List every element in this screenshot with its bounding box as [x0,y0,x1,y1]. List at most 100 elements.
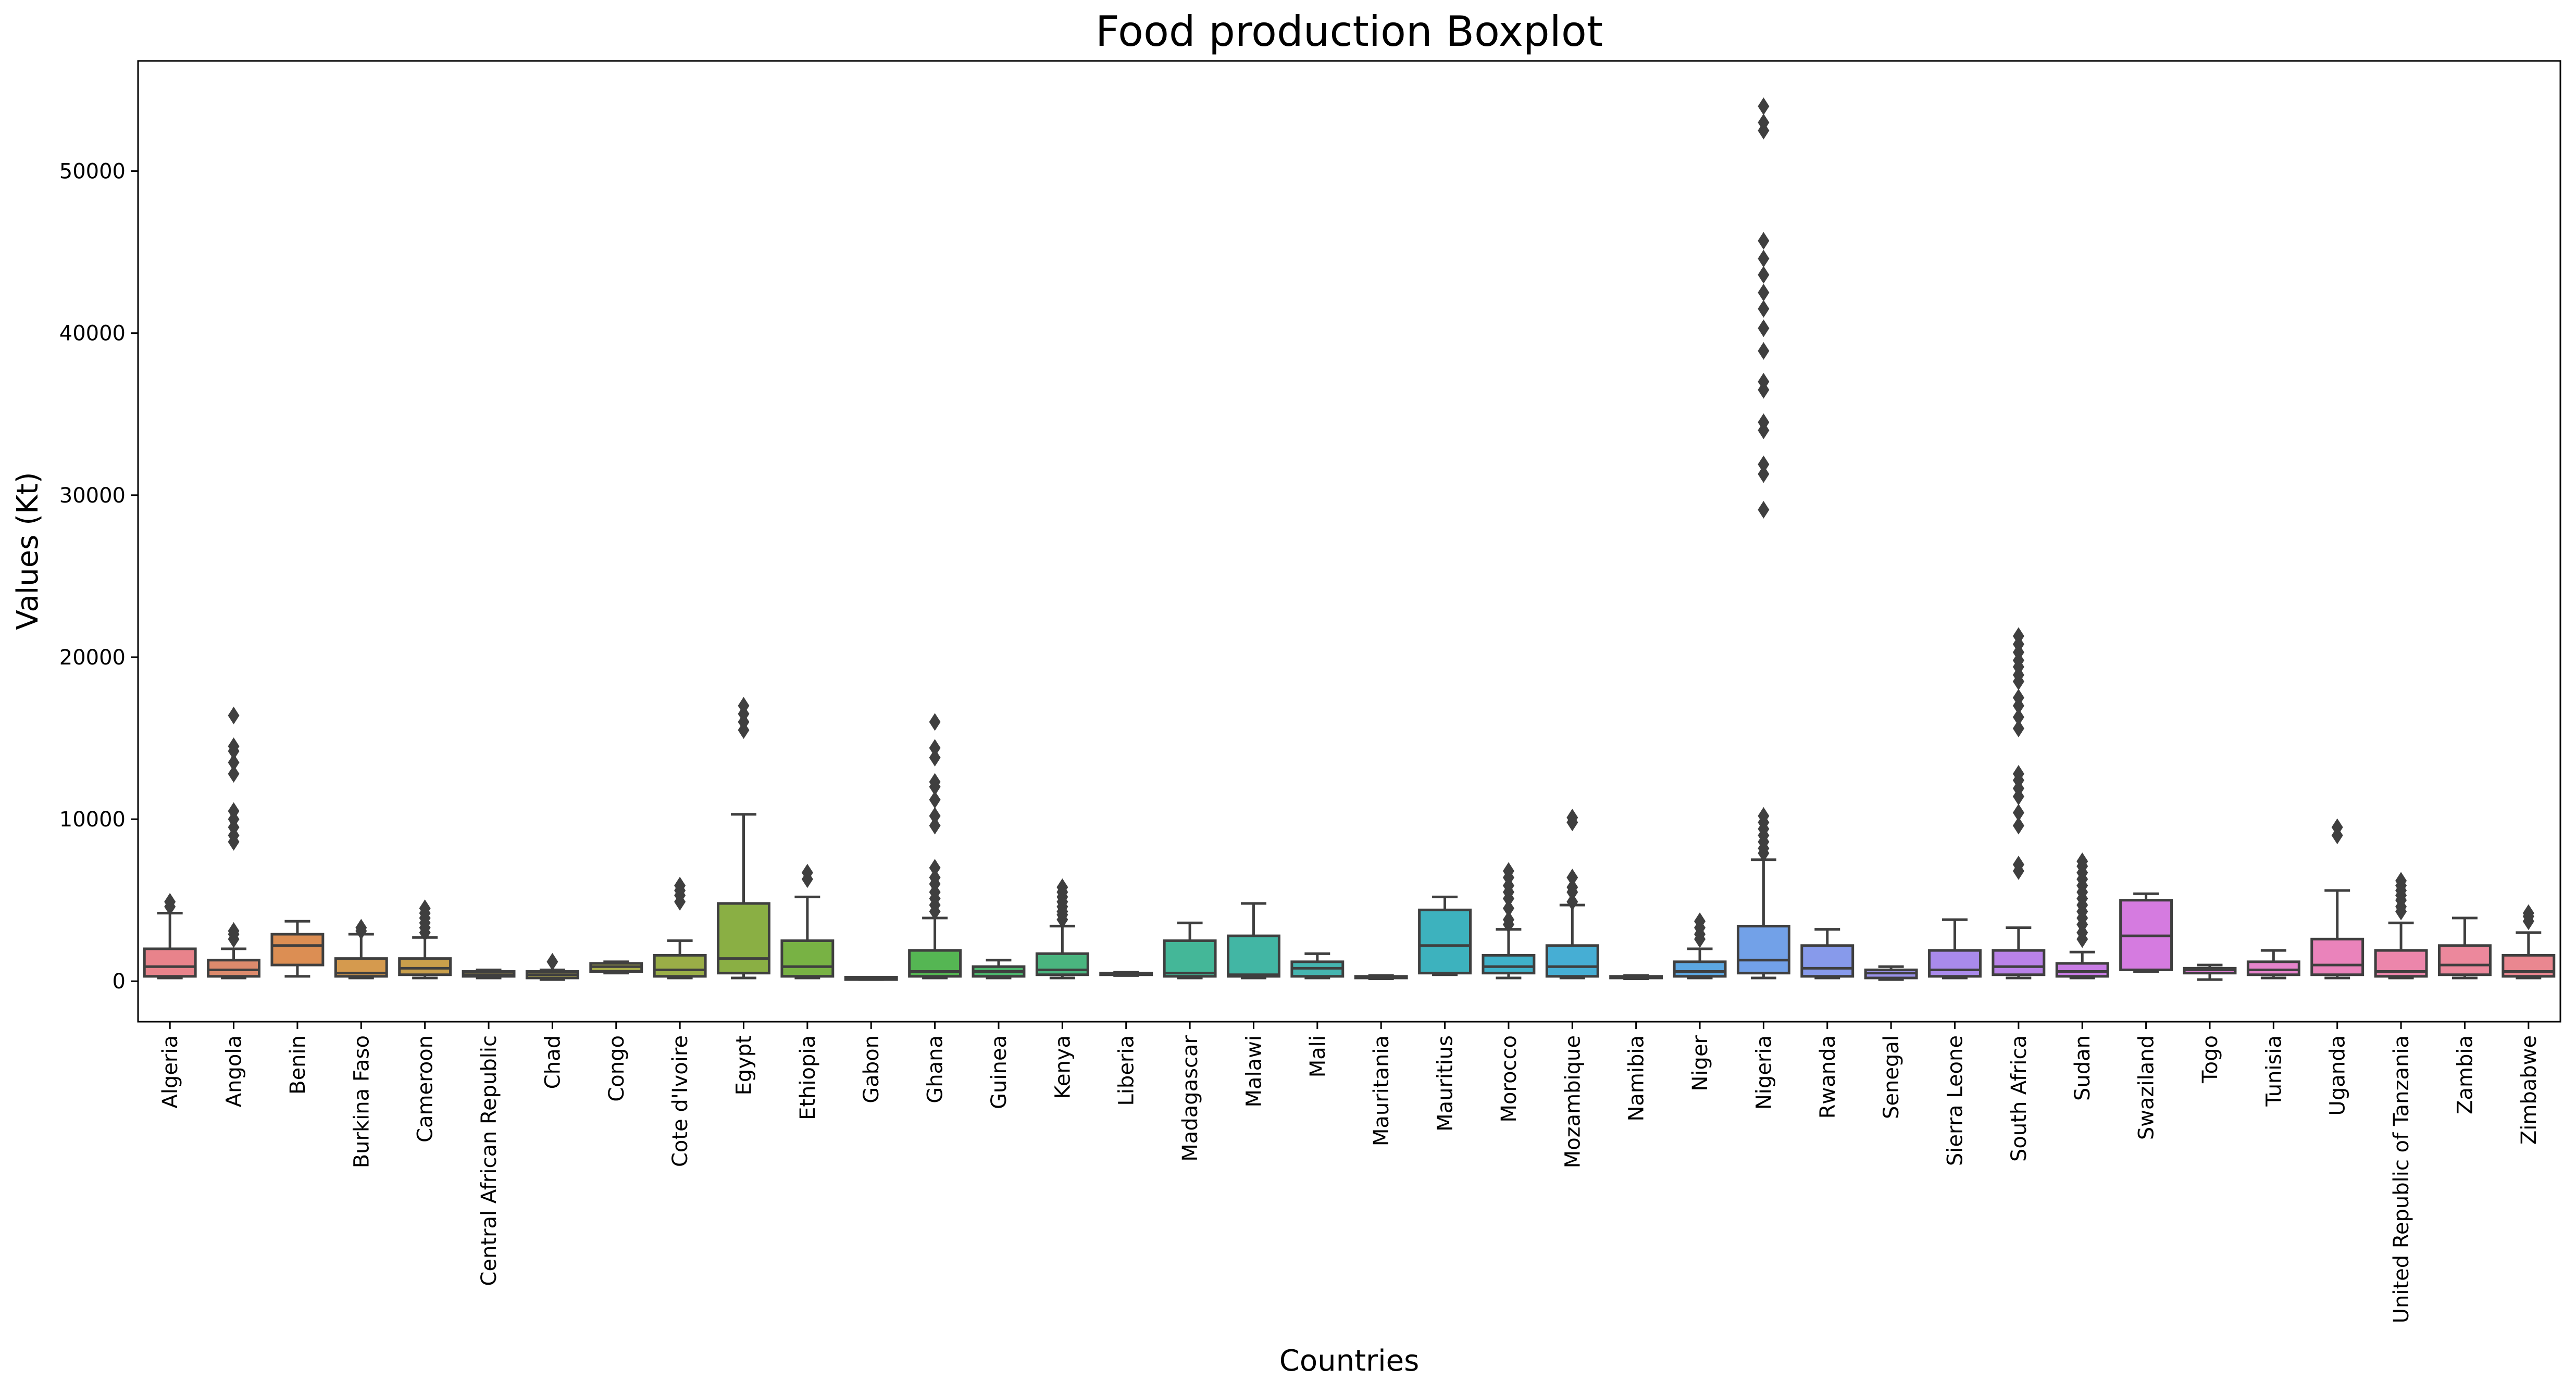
outlier-point [1758,413,1770,431]
x-tick-label: Madagascar [1178,1035,1202,1161]
x-tick-label: Egypt [732,1035,756,1095]
outlier-point [929,790,941,809]
outlier-point [1502,910,1514,928]
x-tick-label: Cote d'Ivoire [668,1035,692,1167]
box [2438,944,2492,976]
outlier-point [1758,300,1770,318]
outlier-point [2012,804,2024,822]
x-tick-label: Benin [286,1035,310,1095]
box [1227,934,1280,978]
outlier-point [929,859,941,877]
box [398,957,452,976]
box [780,939,835,978]
outlier-point [228,922,240,940]
box [2246,960,2300,976]
outlier-point [228,737,240,756]
outlier-point [419,899,431,918]
x-tick-label: Chad [541,1035,565,1089]
box [653,953,707,978]
x-tick-label: Rwanda [1816,1035,1840,1119]
outlier-point [1758,465,1770,483]
y-tick-label: 50000 [59,160,126,184]
outlier-point [1758,342,1770,360]
outlier-point [1758,249,1770,268]
outlier-point [2076,852,2088,870]
x-tick-label: Algeria [158,1035,182,1109]
outlier-point [1758,266,1770,284]
y-tick-label: 10000 [59,808,126,832]
outlier-point [1694,912,1706,931]
box [1800,944,1855,978]
outlier-point [929,713,941,731]
x-tick-label: Mali [1306,1035,1330,1077]
outlier-point [929,869,941,887]
x-tick-label: Zimbabwe [2517,1035,2541,1145]
x-tick-label: Morocco [1497,1035,1521,1122]
outlier-point [1502,899,1514,918]
y-axis-label: Values (Kt) [11,472,45,630]
outlier-point [929,807,941,825]
outlier-point [1758,807,1770,825]
outlier-point [2522,904,2534,922]
x-tick-label: Central African Republic [477,1035,501,1286]
x-tick-label: Liberia [1115,1035,1139,1106]
x-tick-label: Togo [2198,1035,2222,1084]
x-tick-label: Swaziland [2135,1035,2159,1140]
outlier-point [1758,455,1770,473]
x-tick-label: Tunisia [2262,1035,2286,1107]
plot-area: 0 10000 20000 30000 40000 50000 Algeria Angola B… [59,97,2556,1323]
x-tick-label: Sudan [2071,1035,2095,1101]
box [1482,953,1536,975]
box [1545,944,1599,978]
outlier-point [1758,500,1770,519]
y-tick-label: 30000 [59,484,126,508]
box [717,902,770,975]
y-tick-label: 40000 [59,322,126,346]
outlier-point [929,748,941,767]
outlier-point [228,706,240,724]
outlier-point [1758,97,1770,116]
outlier-point [355,919,367,937]
x-tick-label: Nigeria [1752,1035,1776,1110]
box [2055,962,2109,978]
chart-title: Food production Boxplot [1096,7,1603,56]
box [143,947,197,978]
box [1673,960,1727,978]
x-tick-label: Ethiopia [796,1035,820,1120]
outlier-point [738,697,750,715]
x-tick-label: Cameroon [414,1035,438,1143]
outlier-point [1056,878,1068,896]
box [1035,952,1089,976]
outlier-point [2395,872,2407,890]
outlier-point [929,773,941,791]
outlier-point [801,863,813,882]
x-axis-label: Countries [1279,1344,1420,1378]
outlier-point [1566,893,1578,911]
x-tick-label: Burkina Faso [350,1035,374,1168]
outlier-point [2012,856,2024,874]
outlier-point [1758,283,1770,302]
box [207,959,260,978]
outlier-point [164,893,176,911]
x-tick-label: Mozambique [1561,1035,1585,1168]
x-tick-label: Uganda [2326,1035,2350,1115]
outlier-point [228,802,240,820]
x-tick-label: Mauritius [1434,1035,1458,1132]
x-tick-label: United Republic of Tanzania [2390,1035,2413,1323]
outlier-point [1758,114,1770,132]
plot-frame [137,60,2561,1023]
x-tick-label: Zambia [2453,1035,2477,1114]
box [1992,949,2046,976]
outlier-point [1758,319,1770,337]
outlier-point [228,754,240,772]
outlier-point [1502,862,1514,880]
x-tick-label: Congo [605,1035,629,1102]
outlier-point [1758,232,1770,250]
outlier-point [546,952,558,971]
x-tick-label: South Africa [2007,1035,2031,1162]
outlier-point [2012,817,2024,835]
x-tick-label: Mauritania [1370,1035,1393,1146]
outlier-point [2012,688,2024,707]
outlier-point [2012,719,2024,737]
